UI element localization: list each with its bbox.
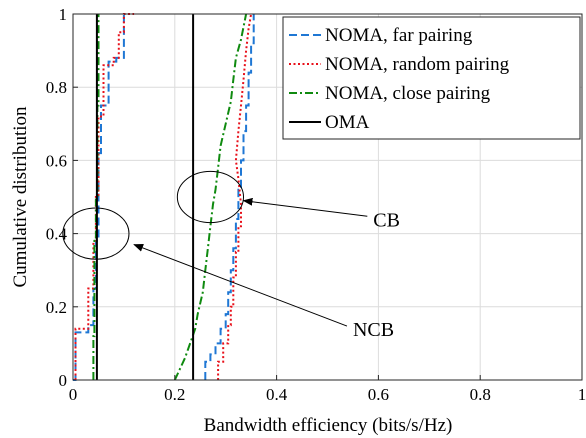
legend-label: NOMA, close pairing	[325, 83, 491, 104]
y-tick-label: 0.8	[46, 78, 67, 97]
annotations: CB NCB	[62, 170, 400, 341]
series-line-3-2	[173, 13, 248, 381]
x-tick-label: 0	[69, 385, 78, 404]
x-tick-label: 0.8	[470, 385, 491, 404]
x-tick-label: 1	[578, 385, 586, 404]
series-line-1-2	[204, 14, 255, 380]
y-tick-label: 0.2	[46, 298, 67, 317]
x-tick-label: 0.2	[164, 385, 185, 404]
legend-label: NOMA, random pairing	[325, 54, 510, 75]
plot-frame	[72, 13, 583, 381]
legend-label: OMA	[325, 112, 370, 133]
x-tick-label: 0.6	[368, 385, 389, 404]
series-line-2-2	[217, 13, 253, 380]
annotation-arrow-cb	[242, 197, 368, 217]
annotation-label-cb: CB	[373, 209, 400, 231]
y-tick-label: 0	[59, 371, 68, 390]
annotation-ellipse-cb	[176, 170, 245, 224]
legend: NOMA, far pairing NOMA, random pairing NOM…	[282, 16, 581, 140]
y-axis-label: Cumulative distribution	[10, 106, 31, 288]
annotation-ellipse-ncb	[62, 207, 130, 260]
series-line-2-1	[74, 13, 135, 380]
x-tick-label: 0.4	[266, 385, 288, 404]
ticks: 0 0.2 0.4 0.6 0.8 1 0 0.2 0.4 0.6 0.8 1	[46, 5, 586, 404]
legend-box	[282, 16, 581, 140]
x-axis-label: Bandwidth efficiency (bits/s/Hz)	[204, 415, 453, 436]
legend-label: NOMA, far pairing	[325, 25, 473, 46]
y-tick-label: 1	[59, 5, 68, 24]
y-tick-label: 0.4	[46, 225, 68, 244]
data-series	[73, 13, 255, 381]
annotation-arrow-ncb	[133, 244, 348, 327]
annotation-label-ncb: NCB	[353, 319, 394, 341]
y-tick-label: 0.6	[46, 151, 67, 170]
series-line-1-1	[73, 14, 125, 381]
